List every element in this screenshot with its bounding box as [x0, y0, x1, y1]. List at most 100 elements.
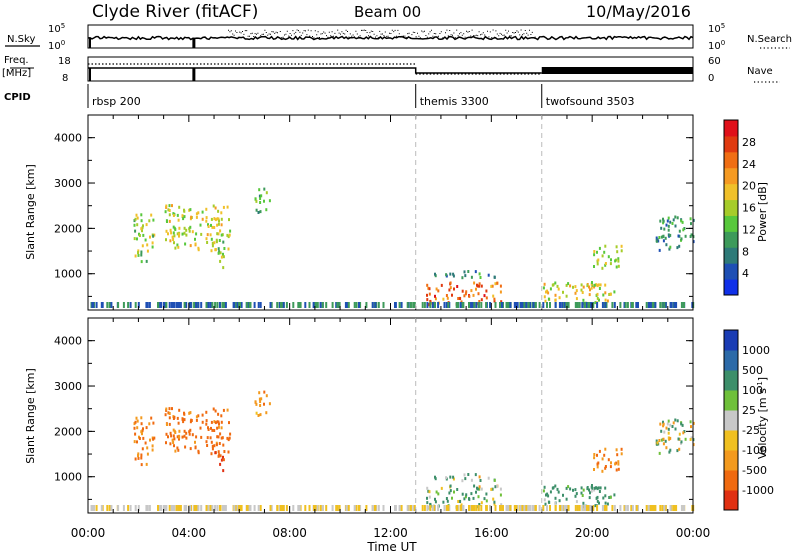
velocity-cell	[428, 495, 431, 499]
velocity-cell	[513, 505, 516, 511]
velocity-cell	[673, 505, 676, 511]
power-cell	[335, 302, 338, 308]
velocity-colorbar-swatch	[724, 490, 738, 511]
velocity-cell	[581, 494, 584, 497]
power-colorbar-tick: 20	[742, 180, 756, 193]
power-cell	[400, 302, 403, 308]
power-cell	[152, 218, 155, 222]
velocity-cell	[626, 505, 629, 511]
power-cell	[544, 299, 547, 303]
velocity-cell	[260, 397, 263, 401]
power-cell	[409, 302, 412, 308]
velocity-cell	[690, 425, 692, 429]
power-cell	[624, 302, 627, 308]
velocity-cell	[142, 436, 145, 440]
power-cell	[394, 302, 396, 308]
velocity-cell	[151, 448, 154, 452]
power-cell	[617, 264, 620, 268]
power-cell	[136, 216, 139, 220]
power-cell	[647, 302, 650, 308]
nsky-right-tick-bottom: 100	[708, 39, 725, 52]
velocity-cell	[665, 426, 668, 430]
velocity-cell	[676, 419, 679, 423]
power-cell	[197, 248, 200, 252]
power-cell	[480, 302, 483, 308]
velocity-cell	[223, 450, 226, 453]
power-cell	[178, 302, 181, 308]
velocity-cell	[428, 490, 431, 494]
power-cell	[217, 222, 220, 226]
velocity-cell	[624, 505, 627, 511]
velocity-cell	[219, 432, 222, 436]
date-title: 10/May/2016	[586, 2, 691, 21]
velocity-cell	[183, 505, 186, 511]
velocity-cell	[609, 465, 612, 469]
power-cell	[140, 250, 143, 254]
velocity-cell	[224, 505, 227, 511]
velocity-cell	[189, 447, 192, 451]
velocity-cell	[213, 444, 216, 448]
power-cell	[546, 289, 549, 293]
power-cell	[500, 300, 503, 304]
power-cell	[259, 197, 262, 200]
power-cell	[177, 245, 180, 249]
cpid-segment-label: rbsp 200	[92, 95, 141, 108]
power-cell	[565, 294, 568, 298]
velocity-cell	[507, 505, 510, 511]
velocity-cell	[609, 495, 612, 499]
velocity-cell	[216, 426, 219, 430]
power-colorbar-swatch	[724, 183, 738, 201]
power-cell	[221, 233, 224, 237]
velocity-cell	[680, 422, 683, 426]
power-cell	[554, 281, 557, 285]
velocity-cell	[172, 434, 175, 438]
power-cell	[219, 251, 222, 255]
velocity-cell	[604, 486, 607, 490]
power-cell	[223, 247, 226, 250]
power-cell	[461, 289, 464, 293]
velocity-cell	[464, 495, 467, 499]
power-cell	[473, 281, 476, 285]
power-cell	[534, 302, 537, 308]
power-cell	[157, 302, 159, 308]
velocity-cell	[658, 439, 661, 442]
velocity-colorbar-frame	[723, 329, 739, 511]
velocity-cell	[593, 486, 596, 490]
power-cell	[254, 197, 257, 201]
power-cell	[677, 234, 680, 238]
power-cell	[247, 302, 250, 308]
velocity-cell	[583, 505, 586, 511]
power-cell	[651, 302, 654, 308]
velocity-cell	[683, 430, 686, 433]
power-cell	[589, 288, 591, 292]
power-cell	[690, 233, 693, 237]
velocity-cell	[347, 505, 350, 511]
power-cell	[321, 302, 324, 308]
velocity-cell	[431, 505, 434, 511]
velocity-cell	[651, 505, 654, 511]
power-cell	[485, 289, 488, 293]
velocity-colorbar-tick: 25	[742, 404, 756, 417]
power-cell	[547, 297, 550, 301]
freq-panel: Freq. [MHz] 18 8 60 0 Nave	[2, 55, 780, 84]
velocity-cell	[211, 505, 214, 511]
power-cell	[605, 302, 608, 308]
power-cell	[218, 250, 221, 254]
velocity-cell	[451, 496, 453, 500]
velocity-cell	[532, 505, 535, 511]
velocity-cell	[228, 436, 231, 440]
power-cell	[437, 302, 440, 308]
power-cell	[558, 296, 561, 300]
power-cell	[596, 284, 599, 288]
velocity-cell	[468, 497, 471, 501]
velocity-cell	[220, 458, 223, 462]
velocity-cell	[547, 494, 550, 498]
power-cell	[460, 300, 463, 304]
velocity-cell	[660, 438, 663, 442]
power-cell	[176, 243, 179, 247]
power-cell	[598, 287, 601, 290]
power-cell	[614, 259, 617, 263]
velocity-cell	[138, 437, 141, 440]
power-cell	[474, 270, 477, 274]
velocity-cell	[426, 486, 429, 490]
